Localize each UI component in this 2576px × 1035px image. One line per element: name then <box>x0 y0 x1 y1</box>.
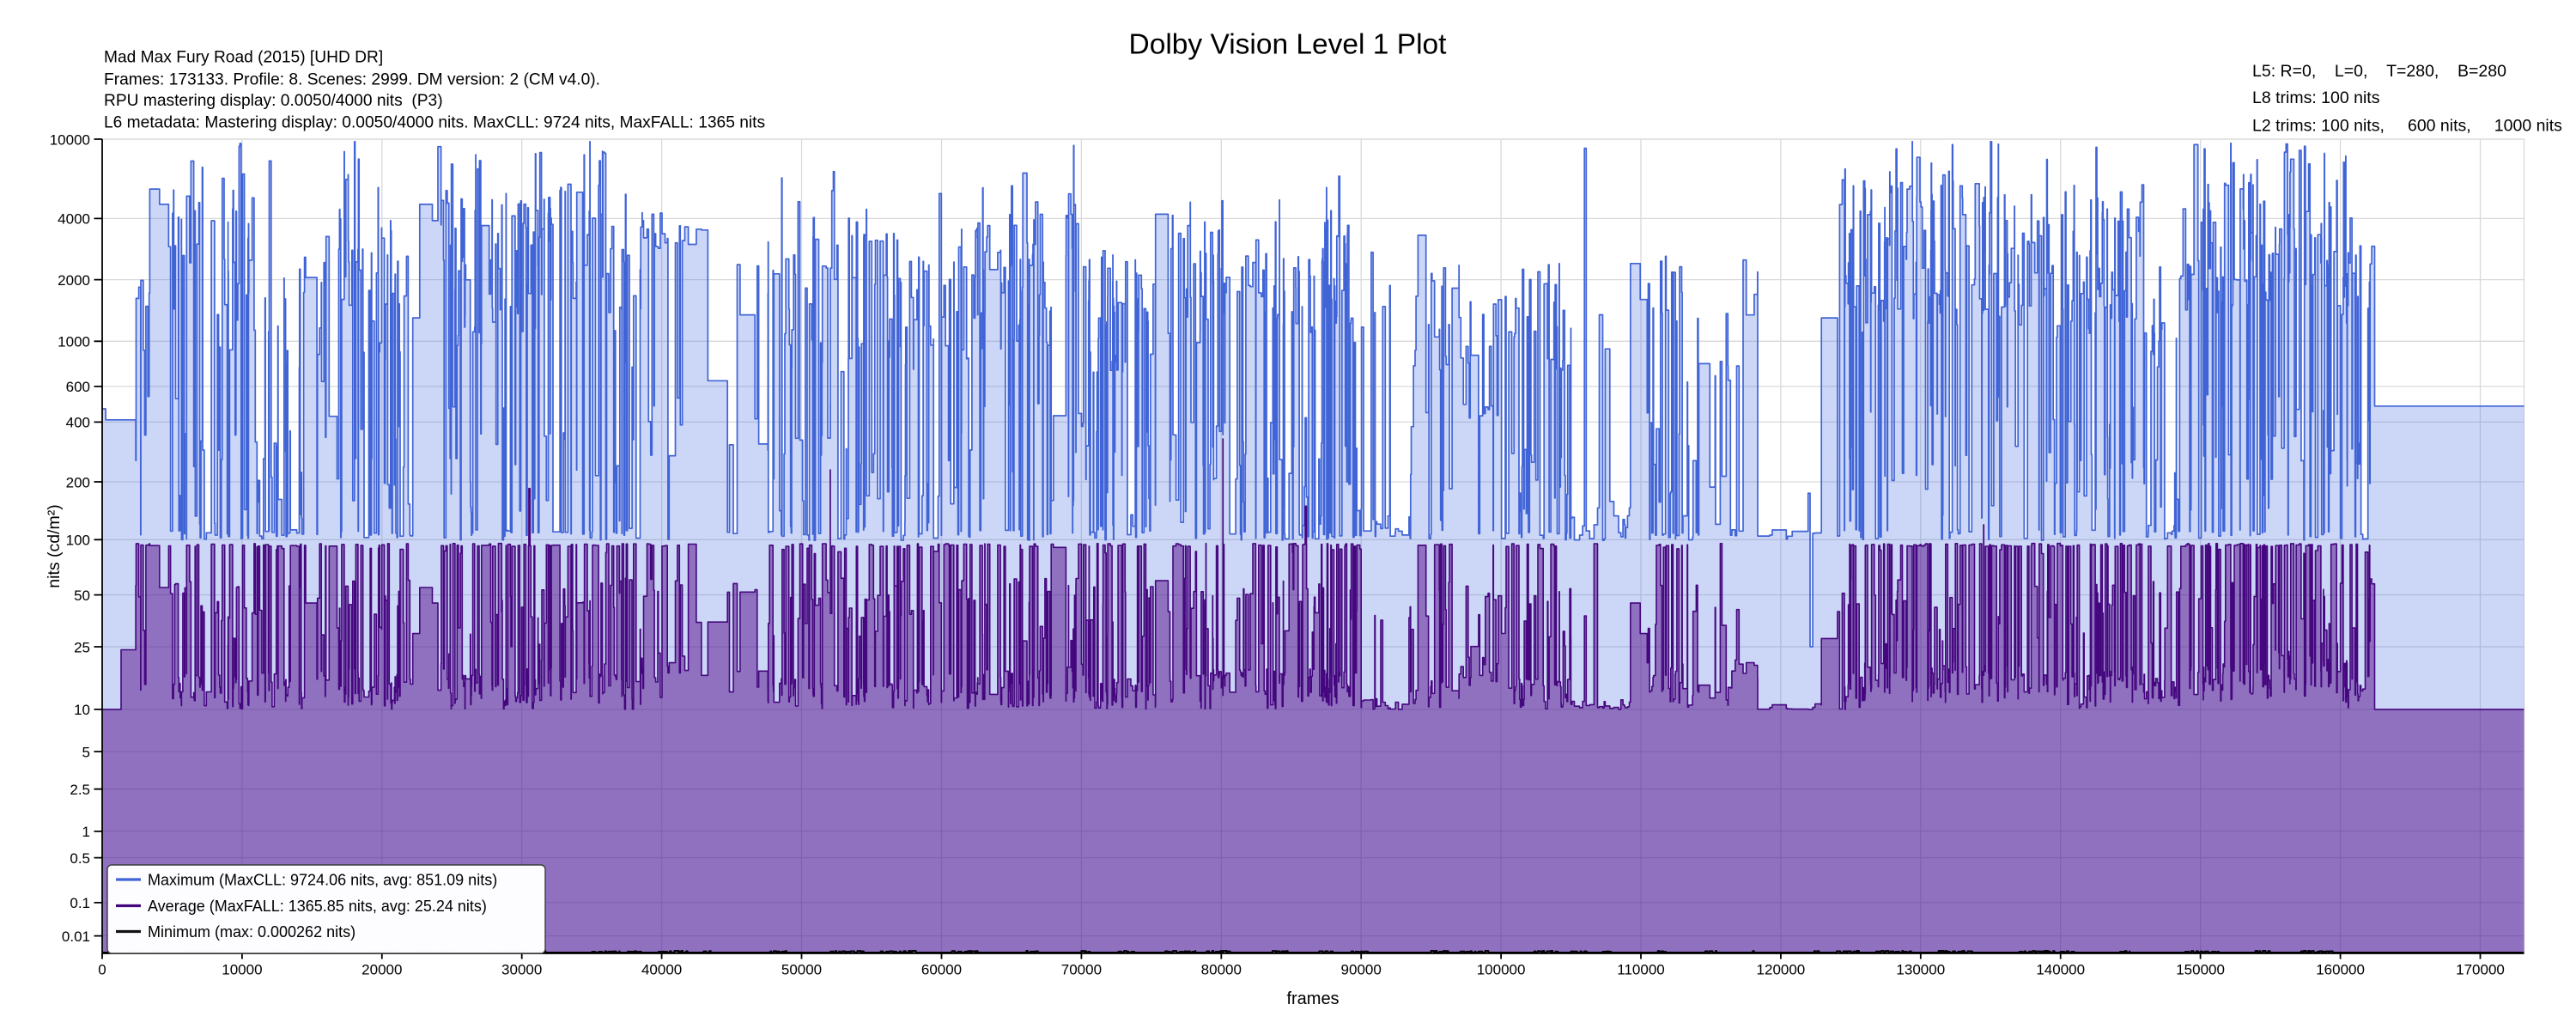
svg-text:nits (cd/m²): nits (cd/m²) <box>45 504 64 588</box>
svg-text:170000: 170000 <box>2456 962 2505 978</box>
svg-text:RPU mastering display: 0.0050/: RPU mastering display: 0.0050/4000 nits … <box>104 92 443 110</box>
svg-text:10000: 10000 <box>50 131 90 148</box>
svg-text:Mad Max Fury Road (2015) [UHD: Mad Max Fury Road (2015) [UHD DR] <box>104 49 383 67</box>
svg-text:Maximum (MaxCLL: 9724.06 nits,: Maximum (MaxCLL: 9724.06 nits, avg: 851.… <box>148 871 497 888</box>
svg-text:4000: 4000 <box>58 211 90 228</box>
svg-text:30000: 30000 <box>501 962 542 978</box>
svg-text:140000: 140000 <box>2036 962 2085 978</box>
svg-text:2000: 2000 <box>58 272 90 289</box>
svg-text:2.5: 2.5 <box>70 782 90 798</box>
svg-text:0.1: 0.1 <box>70 895 90 911</box>
svg-text:100: 100 <box>66 533 90 549</box>
svg-text:25: 25 <box>74 639 90 655</box>
svg-text:600: 600 <box>66 379 90 395</box>
svg-text:Dolby Vision Level 1 Plot: Dolby Vision Level 1 Plot <box>1129 29 1448 61</box>
svg-text:5: 5 <box>82 744 90 760</box>
svg-text:130000: 130000 <box>1896 962 1945 978</box>
svg-text:1: 1 <box>82 824 90 840</box>
svg-text:40000: 40000 <box>641 962 682 978</box>
svg-text:Frames: 173133. Profile: 8. Sc: Frames: 173133. Profile: 8. Scenes: 2999… <box>104 70 600 88</box>
svg-text:L6 metadata: Mastering display: L6 metadata: Mastering display: 0.0050/4… <box>104 114 765 132</box>
svg-text:160000: 160000 <box>2316 962 2365 978</box>
svg-text:200: 200 <box>66 474 90 490</box>
svg-text:10000: 10000 <box>222 962 262 978</box>
svg-text:frames: frames <box>1286 989 1339 1008</box>
svg-text:110000: 110000 <box>1617 962 1664 978</box>
svg-text:90000: 90000 <box>1341 962 1382 978</box>
svg-text:1000: 1000 <box>58 334 90 350</box>
svg-text:L5: R=0, L=0, T=280,: L5: R=0, L=0, T=280, B=280 <box>2252 62 2506 81</box>
svg-text:0.01: 0.01 <box>62 928 90 945</box>
svg-text:L8 trims: 100 nits: L8 trims: 100 nits <box>2252 88 2380 107</box>
svg-text:Average (MaxFALL: 1365.85 nits: Average (MaxFALL: 1365.85 nits, avg: 25.… <box>148 898 487 915</box>
svg-text:10: 10 <box>74 702 90 718</box>
svg-text:60000: 60000 <box>921 962 962 978</box>
svg-text:400: 400 <box>66 415 90 431</box>
svg-text:L2 trims: 100 nits, 600 ni: L2 trims: 100 nits, 600 nits, 1000 nits <box>2252 117 2562 136</box>
svg-text:50: 50 <box>74 588 90 604</box>
svg-text:150000: 150000 <box>2176 962 2225 978</box>
svg-text:120000: 120000 <box>1757 962 1806 978</box>
svg-text:70000: 70000 <box>1061 962 1102 978</box>
svg-text:0.5: 0.5 <box>70 850 90 867</box>
svg-text:50000: 50000 <box>781 962 822 978</box>
svg-text:100000: 100000 <box>1477 962 1526 978</box>
svg-text:80000: 80000 <box>1201 962 1242 978</box>
svg-text:20000: 20000 <box>361 962 402 978</box>
svg-text:Minimum (max: 0.000262 nits): Minimum (max: 0.000262 nits) <box>148 923 355 941</box>
svg-text:0: 0 <box>98 962 106 978</box>
